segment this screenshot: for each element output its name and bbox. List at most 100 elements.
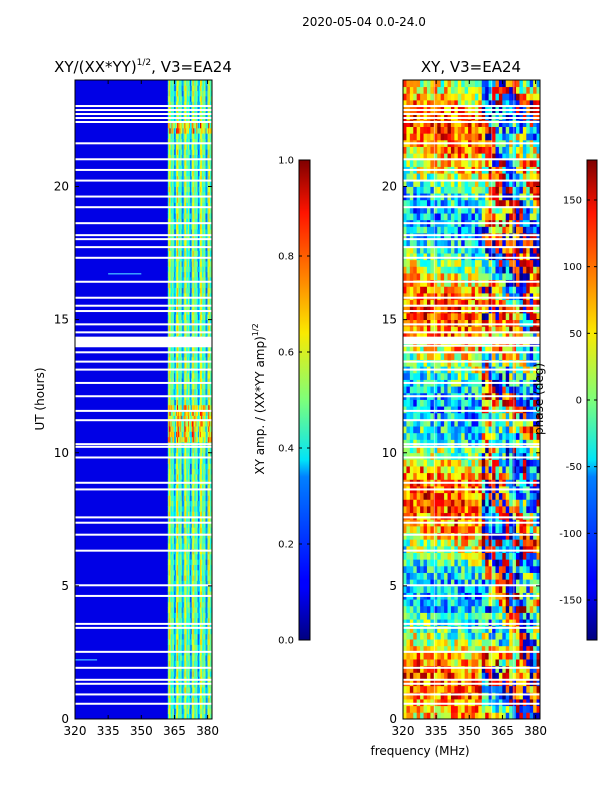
amplitude-cell: [195, 447, 197, 454]
amplitude-cell: [198, 612, 200, 619]
amplitude-cell: [173, 431, 175, 438]
amplitude-cell: [181, 207, 183, 214]
amplitude-cell: [199, 644, 201, 651]
amplitude-cell: [200, 516, 203, 523]
amplitude-cell: [200, 85, 202, 92]
amplitude-cell: [169, 95, 171, 102]
amplitude-cell: [177, 420, 180, 427]
amplitude-cell: [177, 143, 179, 150]
amplitude-cell: [200, 149, 203, 155]
amplitude-cell: [201, 420, 204, 427]
amplitude-cell: [188, 490, 191, 496]
amplitude-cell: [184, 537, 186, 544]
amplitude-cell: [181, 410, 183, 416]
amplitude-cell: [181, 133, 183, 139]
amplitude-cell: [170, 95, 172, 102]
amplitude-cell: [184, 229, 186, 235]
amplitude-cell: [185, 356, 187, 363]
amplitude-cell: [174, 122, 176, 129]
amplitude-cell: [204, 351, 206, 358]
amplitude-cell: [197, 644, 199, 651]
amplitude-cell: [181, 319, 183, 326]
amplitude-cell: [194, 314, 196, 321]
amplitude-cell: [203, 85, 206, 92]
amplitude-cell: [169, 420, 171, 427]
amplitude-cell: [194, 293, 196, 299]
amplitude-cell: [180, 298, 183, 305]
amplitude-cell: [200, 506, 203, 512]
amplitude-cell: [205, 601, 207, 608]
amplitude-cell: [197, 95, 199, 102]
amplitude-cell: [183, 447, 185, 454]
amplitude-cell: [175, 564, 177, 571]
amplitude-cell: [175, 490, 177, 496]
amplitude-cell: [177, 468, 180, 475]
amplitude-cell: [174, 585, 176, 592]
amplitude-cell: [189, 474, 192, 480]
amplitude-cell: [188, 697, 191, 704]
amplitude-cell: [180, 229, 183, 235]
amplitude-cell: [192, 559, 194, 565]
amplitude-cell: [204, 122, 206, 129]
amplitude-cell: [175, 521, 177, 528]
amplitude-cell: [199, 138, 201, 145]
amplitude-cell: [202, 271, 205, 278]
amplitude-cell: [188, 170, 190, 177]
amplitude-cell: [195, 133, 197, 139]
amplitude-cell: [200, 138, 202, 145]
amplitude-cell: [199, 639, 201, 645]
amplitude-cell: [194, 298, 196, 305]
amplitude-cell: [178, 591, 181, 597]
amplitude-cell: [170, 410, 172, 416]
amplitude-cell: [174, 154, 176, 161]
amplitude-cell: [176, 170, 178, 177]
amplitude-cell: [179, 452, 182, 459]
amplitude-cell: [196, 122, 198, 129]
amplitude-cell: [181, 458, 183, 464]
amplitude-cell: [193, 138, 195, 145]
amplitude-cell: [203, 511, 206, 518]
amplitude-cell: [169, 186, 171, 193]
amplitude-cell: [167, 564, 170, 571]
amplitude-cell: [187, 356, 189, 363]
amplitude-cell: [180, 149, 183, 155]
amplitude-cell: [188, 644, 191, 651]
amplitude-cell: [182, 458, 184, 464]
amplitude-cell: [190, 516, 193, 523]
amplitude-cell: [177, 181, 179, 187]
amplitude-cell: [193, 181, 195, 187]
amplitude-cell: [198, 80, 200, 86]
amplitude-cell: [174, 639, 176, 645]
amplitude-cell: [189, 553, 192, 560]
amplitude-cell: [180, 527, 183, 534]
amplitude-cell: [171, 458, 173, 464]
amplitude-cell: [184, 181, 186, 187]
amplitude-cell: [198, 207, 200, 214]
amplitude-cell: [185, 351, 187, 358]
amplitude-cell: [204, 266, 206, 273]
amplitude-cell: [200, 85, 203, 92]
amplitude-cell: [201, 181, 204, 187]
amplitude-cell: [184, 468, 186, 475]
amplitude-cell: [188, 229, 191, 235]
amplitude-cell: [182, 314, 184, 321]
amplitude-cell: [188, 623, 191, 629]
amplitude-cell: [189, 585, 192, 592]
amplitude-cell: [180, 713, 183, 719]
amplitude-cell: [177, 271, 179, 278]
amplitude-cell: [175, 80, 177, 86]
amplitude-cell: [192, 293, 194, 299]
amplitude-cell: [173, 559, 175, 565]
amplitude-cell: [188, 346, 191, 352]
amplitude-cell: [195, 543, 197, 549]
amplitude-cell: [204, 543, 206, 549]
amplitude-cell: [170, 186, 172, 193]
amplitude-cell: [183, 452, 185, 459]
amplitude-cell: [194, 287, 196, 294]
amplitude-cell: [194, 170, 196, 177]
amplitude-cell: [188, 378, 191, 384]
amplitude-cell: [173, 388, 175, 395]
amplitude-cell: [199, 207, 201, 214]
amplitude-cell: [197, 378, 199, 384]
amplitude-cell: [198, 713, 200, 719]
